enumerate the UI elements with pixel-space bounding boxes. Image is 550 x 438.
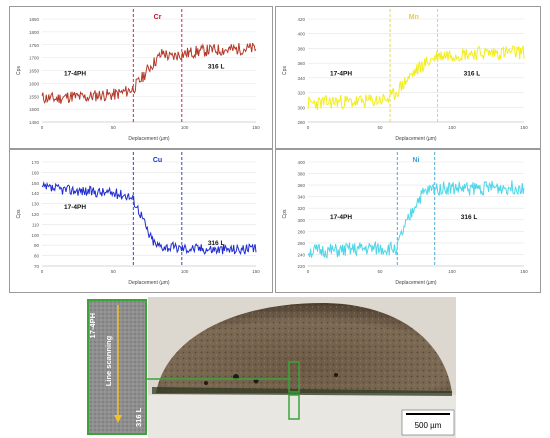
y-tick-label: 100	[31, 233, 39, 238]
zoom-box	[288, 394, 300, 420]
y-tick-label: 140	[31, 191, 39, 196]
chart-cr: 1450 1500 1550 1600 1650 1700 1750 1800 1850 0 50 1…	[16, 9, 260, 142]
region-label-left: 17-4PH	[330, 214, 352, 221]
micrograph-image: 17-4PH Line scanning 316 L 500 µm	[87, 297, 456, 438]
y-tick-label: 1450	[29, 120, 40, 125]
element-title: Mn	[409, 14, 419, 21]
y-tick-label: 130	[31, 202, 39, 207]
region-label-right: 316 L	[464, 71, 481, 78]
y-tick-label: 260	[297, 241, 305, 246]
region-label-right: 316 L	[208, 63, 225, 70]
scale-bar-label: 500 µm	[415, 421, 442, 430]
y-tick-label: 300	[297, 218, 305, 223]
y-tick-label: 280	[297, 229, 305, 234]
micrograph: 17-4PH Line scanning 316 L 500 µm	[86, 297, 456, 438]
chart-mn: 280 300 320 340 360 380 400 420 0 50 100 150 Deplace…	[282, 9, 528, 142]
chart-panel-cu: 70 80 90 100 110 120 130 140 150 160 170 0 50 100 150 D…	[9, 149, 273, 293]
y-tick-label: 320	[297, 206, 305, 211]
strip-top-label: 17-4PH	[88, 313, 97, 338]
y-tick-label: 150	[31, 181, 39, 186]
y-tick-label: 160	[31, 170, 39, 175]
y-tick-label: 1650	[29, 69, 40, 74]
y-tick-label: 1500	[29, 107, 40, 112]
y-axis-label: Cps	[16, 209, 22, 218]
y-tick-label: 70	[34, 264, 40, 269]
y-tick-label: 110	[32, 222, 40, 227]
y-axis-label: Cps	[282, 209, 288, 218]
line-scan-label: Line scanning	[104, 335, 113, 386]
chart-ni: 220 240 260 280 300 320 340 360 380 400 0 50 100 150 D…	[282, 152, 528, 286]
y-tick-label: 300	[297, 105, 305, 110]
y-tick-label: 170	[31, 160, 39, 165]
region-label-left: 17-4PH	[330, 71, 352, 78]
y-axis-label: Cps	[16, 66, 22, 75]
y-tick-label: 1700	[29, 56, 40, 61]
fusion-band	[152, 387, 452, 396]
element-title: Cr	[154, 14, 162, 21]
y-tick-label: 340	[297, 76, 305, 81]
x-tick-label: 50	[377, 125, 383, 130]
x-axis-label: Deplacement (µm)	[128, 280, 170, 286]
y-tick-label: 220	[297, 264, 305, 269]
x-tick-label: 100	[448, 269, 456, 274]
x-tick-label: 50	[111, 269, 117, 274]
y-tick-label: 240	[297, 252, 305, 257]
x-tick-label: 0	[307, 269, 310, 274]
scan-arrow	[114, 415, 122, 423]
series-line-mn	[307, 45, 525, 110]
series-line-cu	[41, 181, 257, 256]
strip-bottom-label: 316 L	[134, 407, 143, 427]
region-label-right: 316 L	[461, 214, 478, 221]
x-tick-label: 50	[111, 125, 117, 130]
region-label-left: 17-4PH	[64, 204, 86, 211]
y-tick-label: 90	[34, 243, 40, 248]
y-tick-label: 320	[297, 91, 305, 96]
y-tick-label: 120	[31, 212, 39, 217]
series-line-cr	[41, 42, 257, 104]
y-tick-label: 360	[297, 183, 305, 188]
x-tick-label: 0	[41, 125, 44, 130]
region-label-right: 316 L	[208, 240, 225, 247]
x-tick-label: 150	[252, 269, 260, 274]
x-tick-label: 100	[181, 125, 189, 130]
element-title: Ni	[413, 157, 420, 164]
x-axis-label: Deplacement (µm)	[395, 280, 437, 286]
y-tick-label: 1600	[29, 81, 40, 86]
y-tick-label: 380	[297, 46, 305, 51]
x-tick-label: 150	[520, 269, 528, 274]
y-tick-label: 1800	[29, 30, 40, 35]
chart-panel-mn: 280 300 320 340 360 380 400 420 0 50 100 150 Deplace…	[275, 6, 541, 149]
y-tick-label: 420	[297, 17, 305, 22]
series-line-ni	[307, 180, 525, 259]
y-tick-label: 1550	[29, 94, 40, 99]
y-axis-label: Cps	[282, 66, 288, 75]
x-tick-label: 150	[520, 125, 528, 130]
x-axis-label: Deplacement (µm)	[395, 136, 437, 142]
zoom-box	[288, 361, 300, 393]
y-tick-label: 380	[297, 172, 305, 177]
x-tick-label: 150	[252, 125, 260, 130]
chart-panel-cr: 1450 1500 1550 1600 1650 1700 1750 1800 1850 0 50 1…	[9, 6, 273, 149]
x-axis-label: Deplacement (µm)	[128, 136, 170, 142]
x-tick-label: 0	[307, 125, 310, 130]
x-tick-label: 50	[377, 269, 383, 274]
chart-panel-ni: 220 240 260 280 300 320 340 360 380 400 0 50 100 150 D…	[275, 149, 541, 293]
y-tick-label: 280	[297, 120, 305, 125]
y-tick-label: 1750	[29, 43, 40, 48]
y-tick-label: 80	[34, 254, 40, 259]
line-scan-strip	[87, 299, 147, 435]
y-tick-label: 400	[297, 32, 305, 37]
x-tick-label: 0	[41, 269, 44, 274]
region-label-left: 17-4PH	[64, 71, 86, 78]
pore	[334, 373, 338, 377]
y-tick-label: 400	[297, 160, 305, 165]
y-tick-label: 360	[297, 61, 305, 66]
x-tick-label: 100	[181, 269, 189, 274]
element-title: Cu	[153, 157, 162, 164]
chart-cu: 70 80 90 100 110 120 130 140 150 160 170 0 50 100 150 D…	[16, 152, 260, 286]
pore	[204, 381, 208, 385]
y-tick-label: 1850	[29, 17, 40, 22]
x-tick-label: 100	[448, 125, 456, 130]
y-tick-label: 340	[297, 195, 305, 200]
